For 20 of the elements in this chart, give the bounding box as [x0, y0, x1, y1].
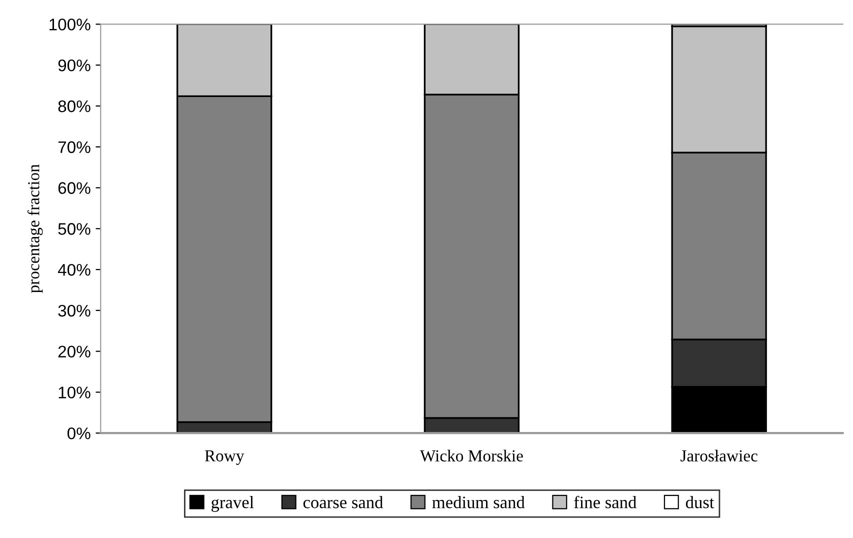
legend-label: coarse sand [303, 496, 384, 508]
y-tick-label: 80% [58, 100, 90, 112]
legend-label: medium sand [432, 496, 525, 508]
y-tick-label: 70% [58, 141, 90, 154]
x-tick-label: Jarosławiec [680, 450, 758, 462]
y-tick-label: 60% [58, 182, 90, 194]
x-tick-label: Rowy [204, 450, 244, 465]
y-tick-label: 20% [58, 346, 90, 358]
y-tick-label: 50% [58, 223, 90, 235]
y-tick-label: 30% [58, 304, 90, 317]
y-tick-label: 100% [50, 18, 90, 30]
legend-label: gravel [212, 496, 254, 512]
y-tick-label: 0% [67, 427, 90, 440]
y-tick-label: 40% [58, 264, 90, 276]
legend-label: fine sand [574, 496, 636, 508]
y-tick-label: 10% [58, 386, 90, 398]
y-tick-label: 90% [58, 60, 90, 72]
legend-label: dust [686, 496, 714, 508]
y-axis-title: procentage fraction [27, 164, 43, 293]
x-tick-label: Wicko Morskie [420, 450, 523, 462]
